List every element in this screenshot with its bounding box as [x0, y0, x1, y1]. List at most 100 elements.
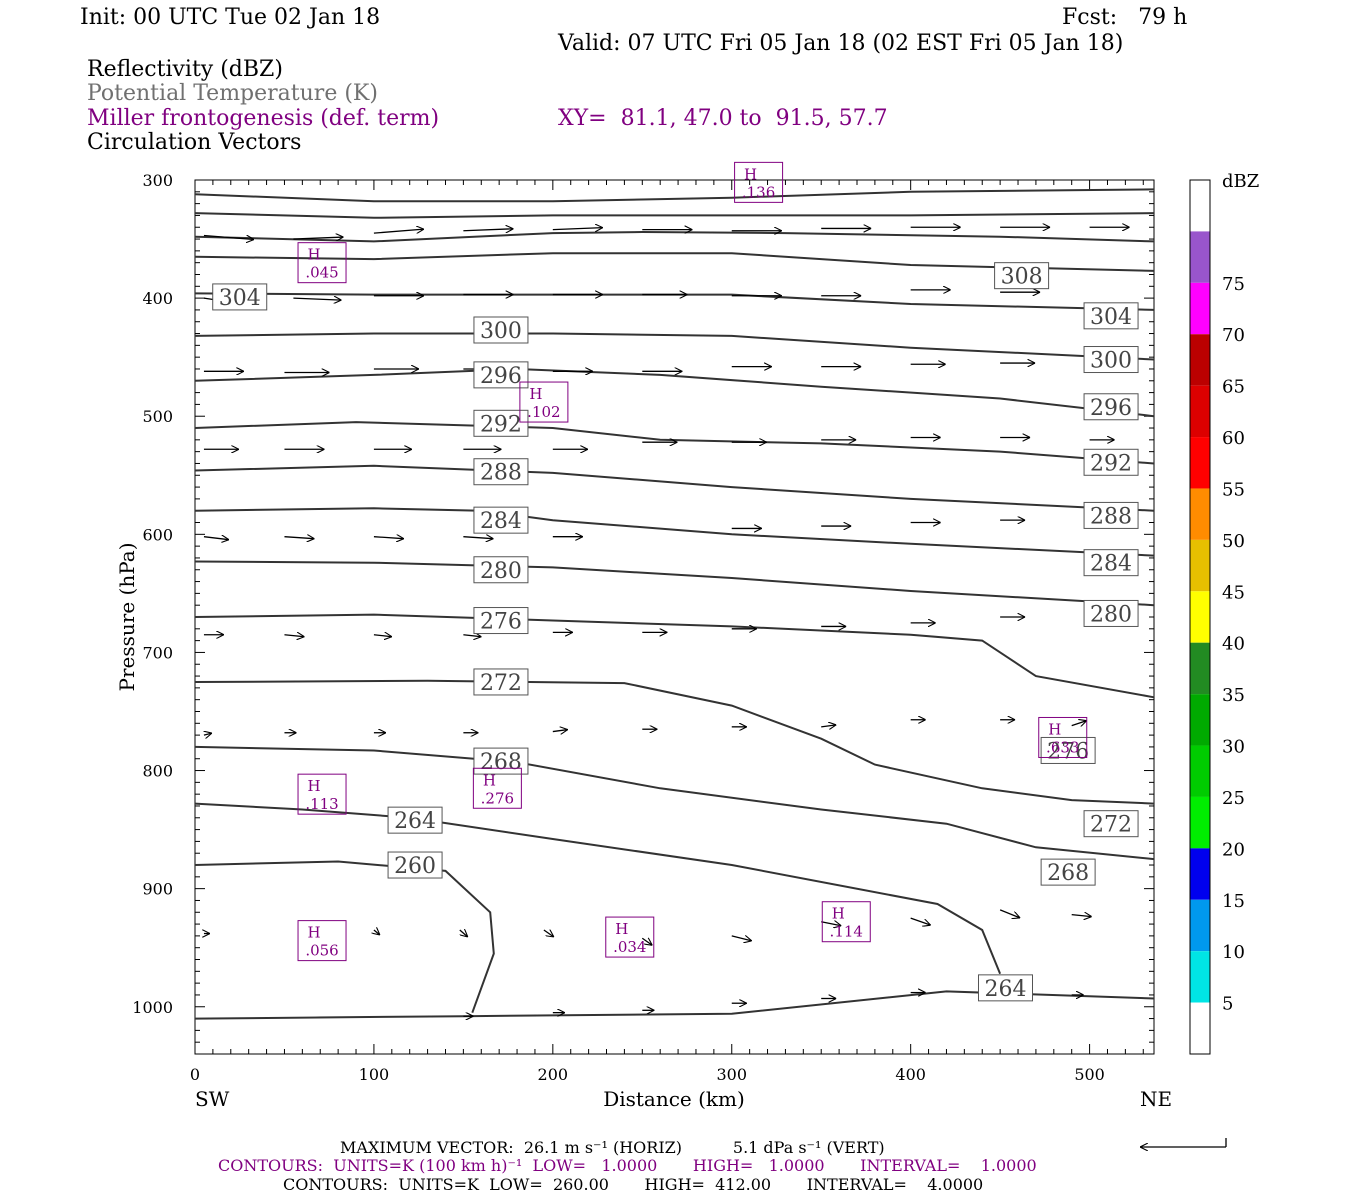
theta-label-box	[387, 851, 443, 879]
colorbar-swatch	[1190, 334, 1210, 386]
forecast-hour: Fcst: 79 h	[1062, 5, 1188, 30]
valid-time: Valid: 07 UTC Fri 05 Jan 18 (02 EST Fri …	[558, 31, 1124, 56]
field-vectors: Circulation Vectors	[87, 130, 302, 155]
wind-vector	[552, 228, 603, 230]
theta-label: 276	[480, 610, 522, 635]
wind-vector	[463, 635, 481, 637]
theta-label-box	[212, 283, 268, 311]
wind-vector	[374, 930, 380, 935]
wind-vector	[284, 635, 304, 637]
theta-label-box	[1083, 599, 1139, 627]
theta-label: 284	[480, 509, 522, 534]
fronto-high-box	[297, 242, 347, 284]
cross-section-xy: XY= 81.1, 47.0 to 91.5, 57.7	[558, 106, 888, 131]
wind-vector	[460, 930, 468, 937]
wind-vector	[821, 725, 836, 727]
theta-label: 276	[1047, 739, 1089, 764]
wind-vector	[373, 537, 404, 539]
y-tick-label: 700	[142, 643, 173, 662]
fronto-high-label: H	[1048, 720, 1061, 738]
x-tick-label: 500	[1074, 1065, 1105, 1084]
x-axis-title: Distance (km)	[603, 1087, 745, 1111]
theta-contour-304	[194, 292, 1155, 311]
theta-label: 304	[219, 286, 261, 311]
theta-label-box	[473, 361, 529, 389]
theta-label-box	[473, 409, 529, 437]
theta-label: 292	[1090, 451, 1132, 476]
fronto-high-value: .034	[613, 938, 646, 956]
field-theta: Potential Temperature (K)	[87, 81, 378, 106]
theta-contour-316	[194, 212, 1155, 219]
y-tick-label: 1000	[132, 998, 173, 1017]
colorbar-swatch	[1190, 694, 1210, 746]
fronto-high-label: H	[307, 924, 320, 942]
theta-labels: 2602642682722762802842882922963003043083…	[212, 262, 1139, 1002]
colorbar-label: 35	[1222, 685, 1245, 706]
fronto-high-box	[734, 161, 784, 203]
frontogenesis-highs: H.136H.045H.102H.633H.113H.276H.056H.034…	[297, 161, 1088, 962]
fronto-high-label: H	[307, 246, 320, 264]
y-tick-label: 900	[142, 880, 173, 899]
wind-vector	[203, 234, 254, 240]
theta-contour-300	[194, 332, 1155, 361]
init-time: Init: 00 UTC Tue 02 Jan 18	[80, 5, 381, 30]
theta-label: 264	[394, 809, 436, 834]
theta-label-box	[977, 974, 1033, 1002]
theta-label: 288	[1090, 504, 1132, 529]
theta-label-box	[473, 747, 529, 775]
colorbar-label: 75	[1222, 274, 1245, 295]
circulation-vectors	[204, 227, 1130, 1016]
theta-label-box	[1083, 501, 1139, 529]
theta-label-box	[473, 506, 529, 534]
field-frontogenesis: Miller frontogenesis (def. term)	[87, 106, 440, 131]
theta-label-box	[473, 668, 529, 696]
colorbar-label: 70	[1222, 325, 1245, 346]
y-axis-title: Pressure (hPa)	[115, 543, 139, 692]
theta-label-box	[387, 806, 443, 834]
theta-label: 272	[480, 671, 522, 696]
colorbar-label: 45	[1222, 582, 1245, 603]
fronto-high-value: .113	[305, 795, 338, 813]
theta-label-box	[1083, 393, 1139, 421]
theta-contour-288	[194, 464, 1155, 512]
wind-vector	[821, 922, 841, 926]
wind-vector	[731, 936, 752, 941]
theta-label-box	[473, 458, 529, 486]
wind-vector	[373, 635, 392, 637]
colorbar-label: 5	[1222, 994, 1233, 1015]
theta-label-box	[1083, 810, 1139, 838]
theta-contours	[194, 188, 1155, 1020]
theta-label-box	[1040, 736, 1096, 764]
fronto-high-box	[519, 381, 569, 423]
theta-label: 304	[1090, 305, 1132, 330]
colorbar-swatch	[1190, 951, 1210, 1003]
fronto-high-value: .136	[742, 183, 775, 201]
colorbar-label: 10	[1222, 942, 1245, 963]
wind-vector	[373, 229, 424, 234]
theta-contour-268	[194, 745, 1155, 861]
fronto-high-box	[297, 920, 347, 962]
theta-contour-308	[194, 252, 1155, 272]
theta-label: 300	[480, 319, 522, 344]
wind-vector	[463, 229, 513, 231]
colorbar-label: 40	[1222, 634, 1245, 655]
colorbar: 5 10 15 20 25 30 35 40 45 50 55 60 65 70 75 dBZ	[1189, 171, 1259, 1055]
x-tick-label: 0	[190, 1065, 200, 1084]
theta-label-box	[1083, 346, 1139, 374]
y-tick-label: 400	[142, 289, 173, 308]
colorbar-swatch	[1190, 180, 1210, 232]
wind-vector	[293, 237, 343, 239]
reference-vector	[1140, 1138, 1227, 1147]
theta-label: 280	[480, 559, 522, 584]
theta-contour-280	[194, 560, 1155, 607]
theta-label: 268	[480, 750, 522, 775]
wind-vector	[999, 909, 1020, 918]
fronto-high-label: H	[307, 777, 320, 795]
x-tick-label: 200	[538, 1065, 569, 1084]
colorbar-swatch	[1190, 899, 1210, 952]
x-tick-label: 400	[895, 1065, 926, 1084]
colorbar-swatch	[1190, 488, 1210, 540]
colorbar-label: 65	[1222, 377, 1245, 398]
fronto-high-box	[605, 916, 655, 958]
